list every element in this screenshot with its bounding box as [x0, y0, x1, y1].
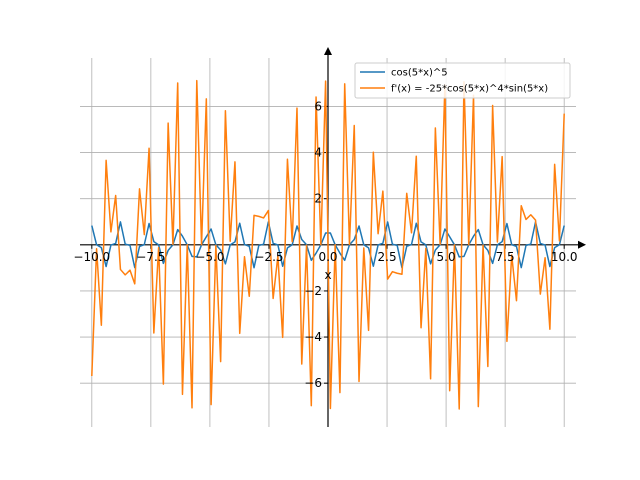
y-tick-label: 4 [314, 146, 322, 160]
y-axis-arrow-icon [324, 47, 332, 55]
x-axis-label: x [324, 268, 331, 282]
legend-entry: cos(5*x)^5 [391, 68, 448, 79]
x-tick-label: 5.0 [437, 250, 456, 264]
x-tick-label: 2.5 [378, 250, 397, 264]
x-tick-label: 0.0 [318, 250, 337, 264]
x-tick-label: 7.5 [496, 250, 515, 264]
y-tick-label: 6 [314, 99, 322, 113]
legend: cos(5*x)^5 f'(x) = -25*cos(5*x)^4*sin(5*x… [354, 62, 571, 99]
x-tick-label: −10.0 [73, 250, 110, 264]
x-tick-label: 10.0 [551, 250, 578, 264]
tick-labels: −10.0 −7.5 −5.0 −2.5 0.0 2.5 5.0 7.5 10.0 −6 −4 −2 2… [73, 99, 577, 390]
x-tick-label: −5.0 [195, 250, 224, 264]
legend-box [354, 62, 571, 99]
series-line-1 [91, 79, 565, 410]
legend-entry: f'(x) = -25*cos(5*x)^4*sin(5*x) [391, 84, 548, 95]
y-tick-label: −4 [304, 330, 322, 344]
x-tick-label: −7.5 [136, 250, 165, 264]
x-axis-arrow-icon [578, 240, 586, 249]
y-tick-label: −2 [304, 284, 322, 298]
y-tick-label: −6 [304, 376, 322, 390]
series-lines [91, 79, 565, 410]
y-tick-label: 2 [314, 192, 322, 206]
x-tick-label: −2.5 [254, 250, 283, 264]
